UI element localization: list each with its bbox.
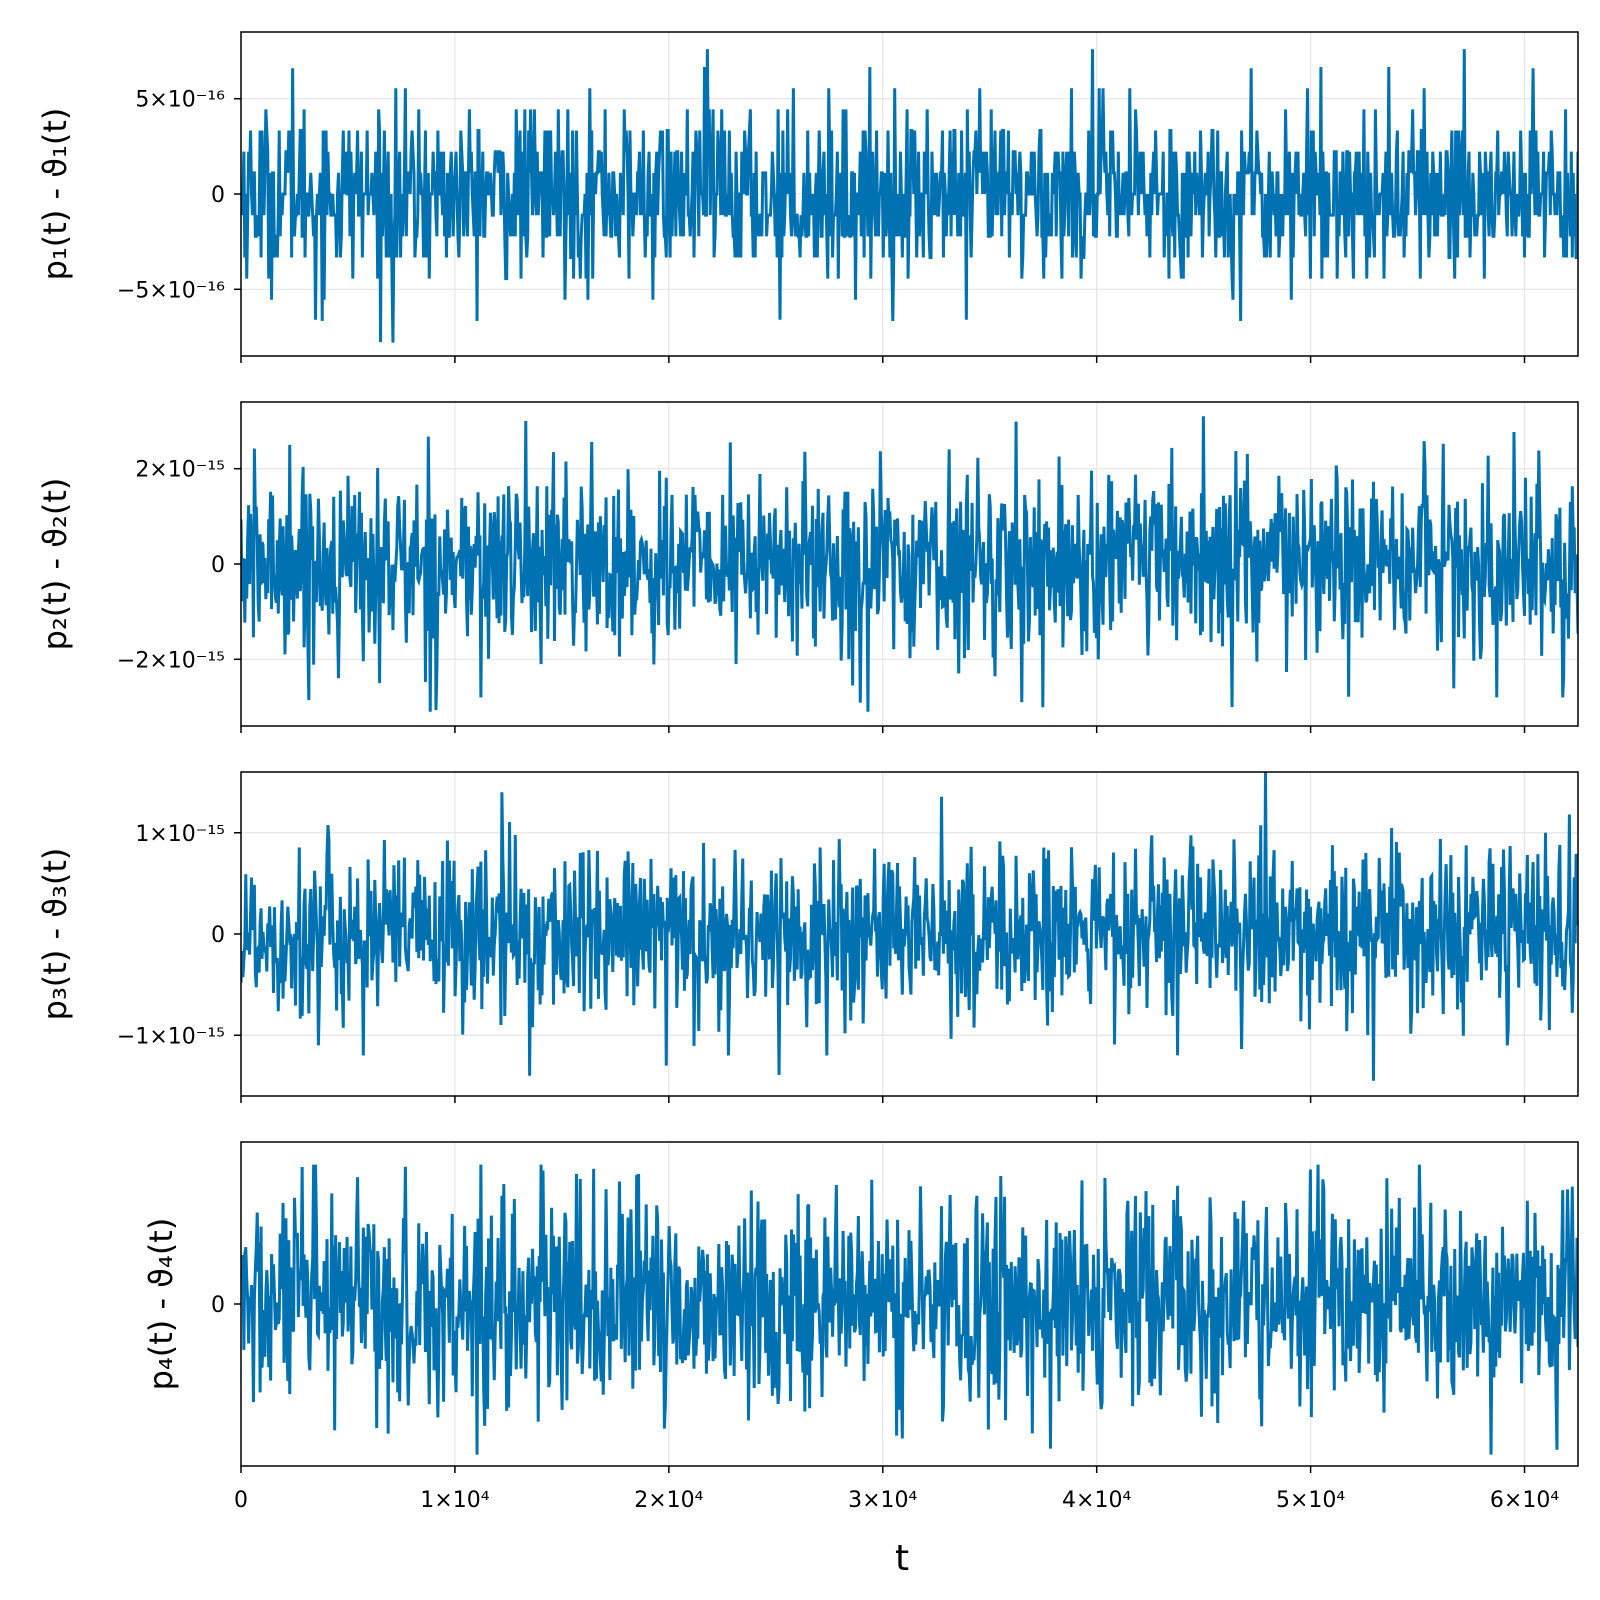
y-tick-label: −5×10⁻¹⁶ bbox=[117, 278, 225, 303]
x-tick-label: 1×10⁴ bbox=[420, 1488, 489, 1513]
y-axis-title: p₁(t) - ϑ₁(t) bbox=[36, 108, 74, 281]
x-tick-label: 6×10⁴ bbox=[1490, 1488, 1559, 1513]
panel-4: 0 0 1×10⁴ 2×10⁴ 3×10⁴ 4×10⁴ 5×10⁴ 6×10⁴ p₄(t) - … bbox=[142, 1141, 1579, 1513]
series-line bbox=[241, 1164, 1578, 1455]
y-tick-label: 5×10⁻¹⁶ bbox=[135, 88, 225, 113]
y-tick-label: 0 bbox=[211, 1293, 225, 1318]
x-tick-label: 4×10⁴ bbox=[1062, 1488, 1131, 1513]
series-line bbox=[241, 49, 1578, 343]
x-tick-label: 0 bbox=[234, 1488, 248, 1513]
y-axis-title: p₃(t) - ϑ₃(t) bbox=[36, 848, 74, 1021]
y-axis-title: p₄(t) - ϑ₄(t) bbox=[142, 1218, 180, 1391]
panel-3: −1×10⁻¹⁵ 0 1×10⁻¹⁵ p₃(t) - ϑ₃(t) bbox=[36, 771, 1579, 1103]
x-tick-label: 2×10⁴ bbox=[634, 1488, 703, 1513]
panel-1: −5×10⁻¹⁶ 0 5×10⁻¹⁶ p₁(t) - ϑ₁(t) bbox=[36, 31, 1579, 363]
x-tick-label: 3×10⁴ bbox=[848, 1488, 917, 1513]
y-tick-label: 0 bbox=[211, 923, 225, 948]
x-tick-label: 5×10⁴ bbox=[1276, 1488, 1345, 1513]
y-tick-label: 2×10⁻¹⁵ bbox=[135, 458, 225, 483]
y-tick-label: 0 bbox=[211, 553, 225, 578]
y-tick-label: −2×10⁻¹⁵ bbox=[117, 648, 225, 673]
y-tick-label: 1×10⁻¹⁵ bbox=[135, 822, 225, 847]
x-axis-title: t bbox=[895, 1538, 909, 1579]
series-line bbox=[241, 416, 1578, 712]
y-tick-label: −1×10⁻¹⁵ bbox=[117, 1024, 225, 1049]
y-axis-title: p₂(t) - ϑ₂(t) bbox=[36, 478, 74, 651]
series-line bbox=[241, 772, 1578, 1081]
y-tick-label: 0 bbox=[211, 183, 225, 208]
panel-2: −2×10⁻¹⁵ 0 2×10⁻¹⁵ p₂(t) - ϑ₂(t) bbox=[36, 401, 1579, 733]
panels: −5×10⁻¹⁶ 0 5×10⁻¹⁶ p₁(t) - ϑ₁(t) −2×10⁻¹⁵ 0 2×… bbox=[36, 31, 1579, 1513]
